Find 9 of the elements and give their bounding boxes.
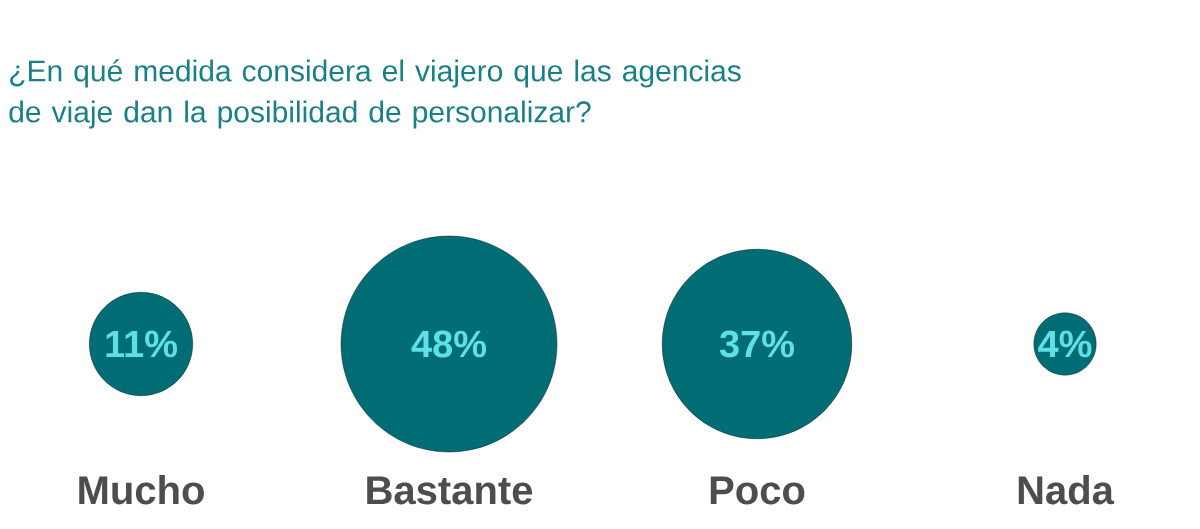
category-label: Poco bbox=[710, 476, 805, 505]
text: ¿En qué medida considera el viajero que las agencias de viaje dan la posibilidad de personalizar? bbox=[9, 59, 741, 129]
category-label: Bastante bbox=[367, 476, 533, 505]
data-label: 48% bbox=[411, 330, 487, 358]
category-label: Mucho bbox=[79, 475, 204, 505]
category-label: Nada bbox=[1018, 475, 1115, 505]
data-label: 37% bbox=[719, 330, 795, 358]
data-label: 4% bbox=[1038, 330, 1092, 358]
data-label: 11% bbox=[106, 330, 177, 358]
